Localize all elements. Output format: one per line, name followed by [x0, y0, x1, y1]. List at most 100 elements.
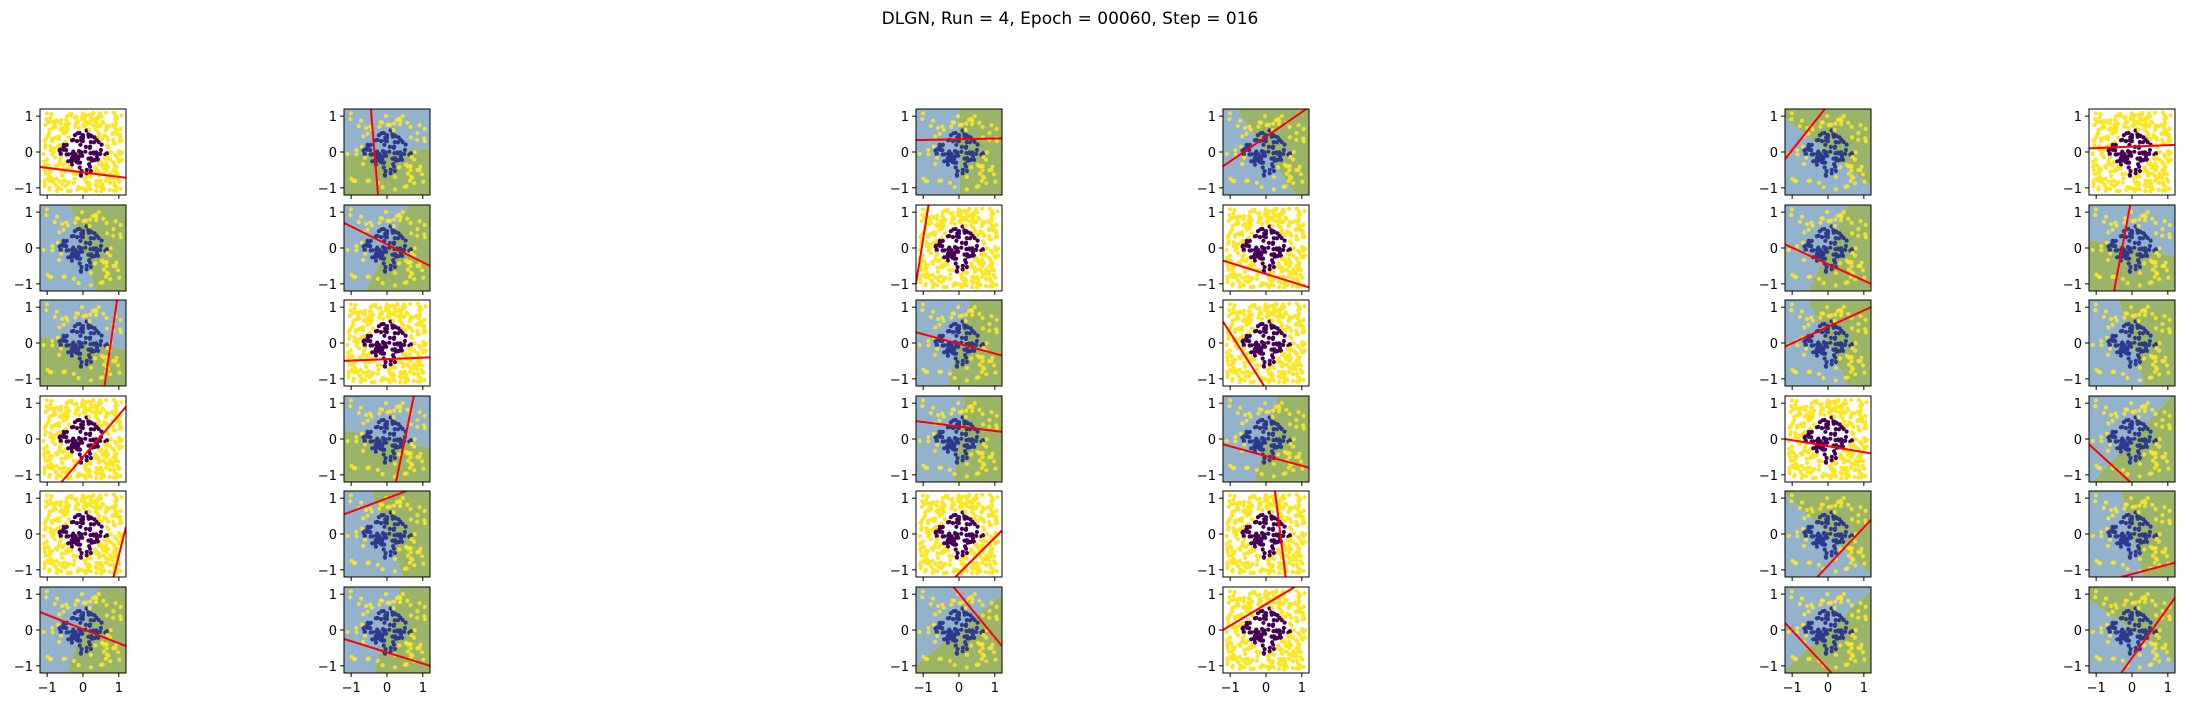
scatter-point	[1294, 137, 1299, 142]
scatter-point	[2110, 127, 2115, 132]
scatter-point	[351, 322, 356, 327]
scatter-point	[2104, 118, 2109, 123]
scatter-point	[87, 318, 92, 324]
scatter-point	[61, 336, 66, 341]
scatter-point	[2133, 362, 2138, 367]
scatter-point	[408, 270, 414, 275]
scatter-point	[88, 236, 93, 241]
scatter-point	[1282, 142, 1287, 147]
scatter-point	[72, 176, 77, 181]
scatter-point	[77, 412, 82, 418]
scatter-point	[2160, 141, 2165, 146]
scatter-point	[972, 114, 977, 119]
scatter-point	[1809, 343, 1814, 348]
scatter-point	[2143, 188, 2148, 194]
scatter-point	[104, 123, 109, 128]
scatter-point	[977, 267, 983, 272]
scatter-point	[970, 118, 975, 123]
scatter-point	[1243, 278, 1248, 283]
scatter-point	[1814, 162, 1819, 167]
scatter-point	[80, 210, 85, 215]
scatter-point	[2090, 342, 2095, 348]
scatter-point	[1231, 211, 1236, 216]
scatter-point	[1795, 243, 1800, 249]
scatter-point	[59, 251, 64, 256]
scatter-point	[1287, 301, 1292, 306]
scatter-point	[55, 335, 61, 340]
scatter-point	[390, 132, 395, 137]
scatter-point	[398, 137, 403, 142]
scatter-point	[1296, 123, 1301, 128]
scatter-point	[58, 342, 63, 347]
scatter-point	[404, 184, 409, 189]
scatter-point	[1839, 214, 1844, 219]
scatter-point	[1859, 355, 1864, 360]
scatter-point	[2111, 274, 2117, 279]
scatter-point	[1238, 376, 1243, 382]
scatter-point	[1294, 256, 1299, 261]
scatter-point	[59, 404, 64, 409]
scatter-point	[970, 214, 975, 219]
scatter-point	[43, 171, 48, 176]
scatter-point	[1274, 342, 1279, 347]
scatter-point	[101, 267, 106, 272]
scatter-point	[974, 147, 980, 153]
scatter-point	[946, 248, 951, 253]
scatter-point	[1856, 226, 1861, 232]
scatter-point	[2120, 180, 2125, 185]
y-tick-label: −1	[14, 182, 33, 197]
scatter-point	[960, 224, 965, 229]
scatter-point	[920, 302, 926, 307]
scatter-point	[2149, 375, 2154, 380]
scatter-point	[388, 263, 393, 268]
scatter-point	[380, 256, 385, 261]
scatter-point	[2107, 247, 2112, 252]
scatter-point	[1232, 244, 1237, 249]
scatter-point	[2107, 243, 2112, 248]
scatter-point	[84, 224, 89, 229]
scatter-point	[940, 124, 945, 129]
scatter-point	[2159, 131, 2164, 136]
scatter-point	[963, 215, 968, 220]
scatter-point	[975, 232, 981, 237]
scatter-point	[1266, 245, 1271, 250]
scatter-point	[46, 120, 51, 125]
scatter-point	[383, 265, 388, 270]
scatter-point	[929, 278, 934, 283]
scatter-point	[2124, 322, 2129, 327]
scatter-point	[2120, 137, 2125, 142]
scatter-point	[353, 329, 359, 334]
scatter-point	[2157, 253, 2162, 258]
scatter-point	[917, 151, 922, 157]
scatter-point	[1267, 224, 1272, 229]
scatter-point	[419, 363, 425, 368]
scatter-point	[1833, 240, 1838, 245]
scatter-point	[1286, 369, 1291, 374]
scatter-point	[1226, 267, 1231, 272]
scatter-point	[940, 343, 945, 348]
scatter-point	[2123, 139, 2129, 144]
scatter-point	[111, 160, 116, 165]
scatter-point	[1283, 375, 1288, 380]
scatter-point	[1247, 339, 1252, 344]
scatter-point	[2137, 264, 2142, 270]
scatter-point	[1278, 280, 1283, 285]
scatter-point	[400, 305, 405, 310]
scatter-point	[103, 128, 108, 133]
scatter-point	[1809, 248, 1814, 253]
scatter-point	[2148, 238, 2153, 243]
scatter-point	[2123, 172, 2128, 177]
scatter-point	[84, 113, 89, 118]
scatter-point	[118, 158, 123, 163]
scatter-point	[88, 431, 93, 436]
scatter-point	[104, 270, 110, 275]
scatter-point	[64, 130, 69, 135]
scatter-point	[408, 220, 413, 226]
scatter-point	[1261, 341, 1266, 346]
scatter-point	[1294, 379, 1299, 384]
scatter-point	[1227, 207, 1233, 212]
scatter-point	[959, 240, 965, 245]
scatter-panel-r1-c4: −101	[1197, 108, 1310, 199]
scatter-point	[77, 165, 82, 170]
scatter-point	[1238, 118, 1243, 123]
